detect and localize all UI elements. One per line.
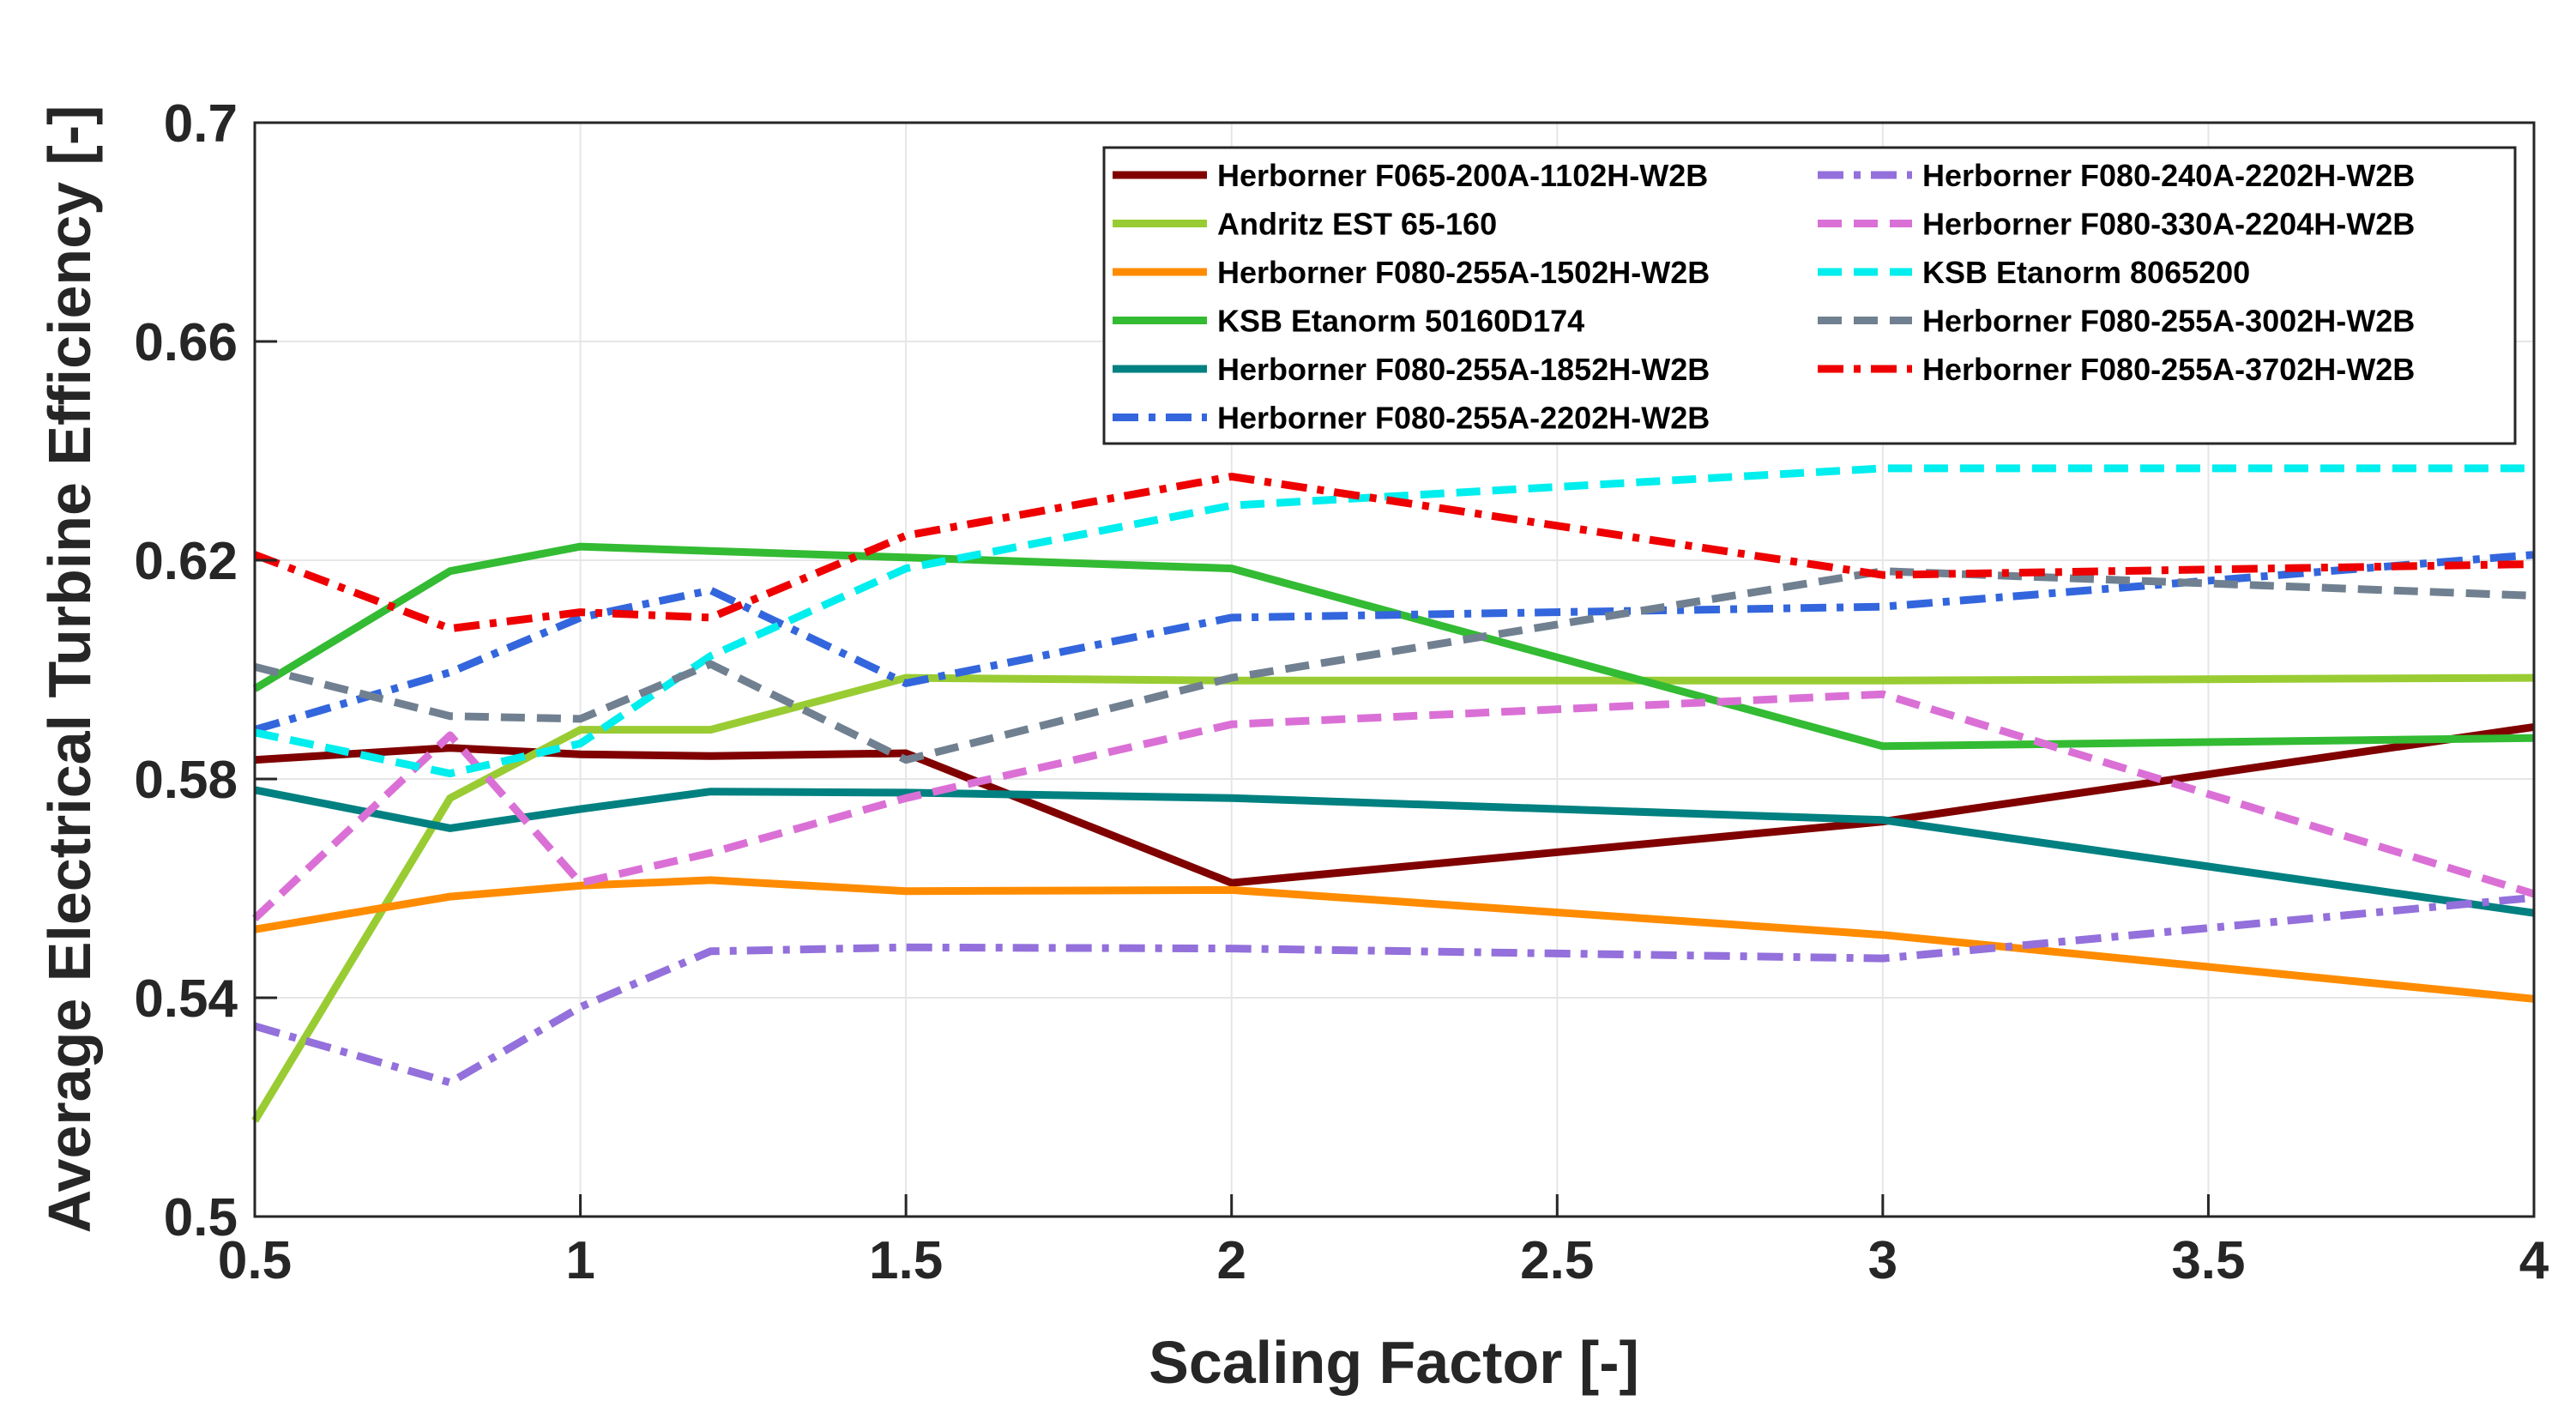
series-line-herborner-f080-255a-1502h-w2b [254, 876, 2535, 1003]
plot-frame [253, 121, 2536, 1218]
series-layer [251, 464, 2536, 1123]
legend-label: KSB Etanorm 50160D174 [1217, 304, 1584, 339]
x-axis-ticks: 0.5 1 1.5 2 2.5 3 3.5 4 [218, 1194, 2549, 1290]
y-tick-label: 0.7 [164, 94, 238, 154]
series-line-ksb-etanorm-8065200 [254, 464, 2534, 778]
legend-label: Herborner F080-255A-3702H-W2B [1922, 352, 2415, 387]
y-tick-label: 0.66 [134, 313, 238, 372]
series-line-herborner-f065-200a-1102h-w2b [254, 722, 2535, 887]
legend-box [1102, 146, 2517, 445]
y-axis-label: Average Electrical Turbine Efficiency [-… [36, 106, 103, 1234]
series-line-andritz-est-65-160 [251, 673, 2535, 1123]
legend-label: Herborner F080-255A-1502H-W2B [1217, 255, 1710, 290]
x-tick-label: 4 [2519, 1231, 2549, 1290]
x-tick-label: 1 [565, 1231, 594, 1290]
y-tick-label: 0.58 [134, 751, 238, 810]
legend-label: Andritz EST 65-160 [1217, 207, 1497, 242]
legend-label: Herborner F080-255A-3002H-W2B [1922, 304, 2415, 339]
series-line-herborner-f080-330a-2204h-w2b [251, 690, 2536, 921]
x-tick-label: 3 [1868, 1231, 1897, 1290]
y-axis-ticks: 0.5 0.54 0.58 0.62 0.66 0.7 [134, 94, 277, 1247]
x-tick-label: 2 [1216, 1231, 1246, 1290]
series-line-herborner-f080-255a-1852h-w2b [254, 786, 2535, 917]
y-tick-label: 0.54 [134, 969, 238, 1029]
x-tick-label: 2.5 [1520, 1231, 1594, 1290]
y-tick-label: 0.62 [134, 532, 238, 591]
legend-label: Herborner F080-240A-2202H-W2B [1922, 158, 2415, 193]
x-tick-label: 1.5 [869, 1231, 943, 1290]
series-line-herborner-f080-255a-3702h-w2b [253, 473, 2535, 633]
legend-label: Herborner F065-200A-1102H-W2B [1217, 158, 1708, 193]
series-line-herborner-f080-255a-2202h-w2b [253, 551, 2535, 734]
legend: Herborner F065-200A-1102H-W2B Andritz EST… [1102, 146, 2517, 445]
x-tick-label: 3.5 [2171, 1231, 2245, 1290]
legend-label: Herborner F080-255A-1852H-W2B [1217, 352, 1710, 387]
x-axis-label: Scaling Factor [-] [1149, 1329, 1639, 1396]
series-line-ksb-etanorm-50160d174 [252, 542, 2535, 751]
series-line-herborner-f080-240a-2202h-w2b [253, 893, 2535, 1087]
legend-label: Herborner F080-255A-2202H-W2B [1217, 401, 1710, 436]
series-line-herborner-f080-255a-3002h-w2b [253, 567, 2535, 764]
x-tick-label: 0.5 [218, 1231, 292, 1290]
legend-label: Herborner F080-330A-2204H-W2B [1922, 207, 2415, 242]
y-tick-label: 0.5 [164, 1188, 238, 1247]
legend-label: KSB Etanorm 8065200 [1922, 255, 2250, 290]
